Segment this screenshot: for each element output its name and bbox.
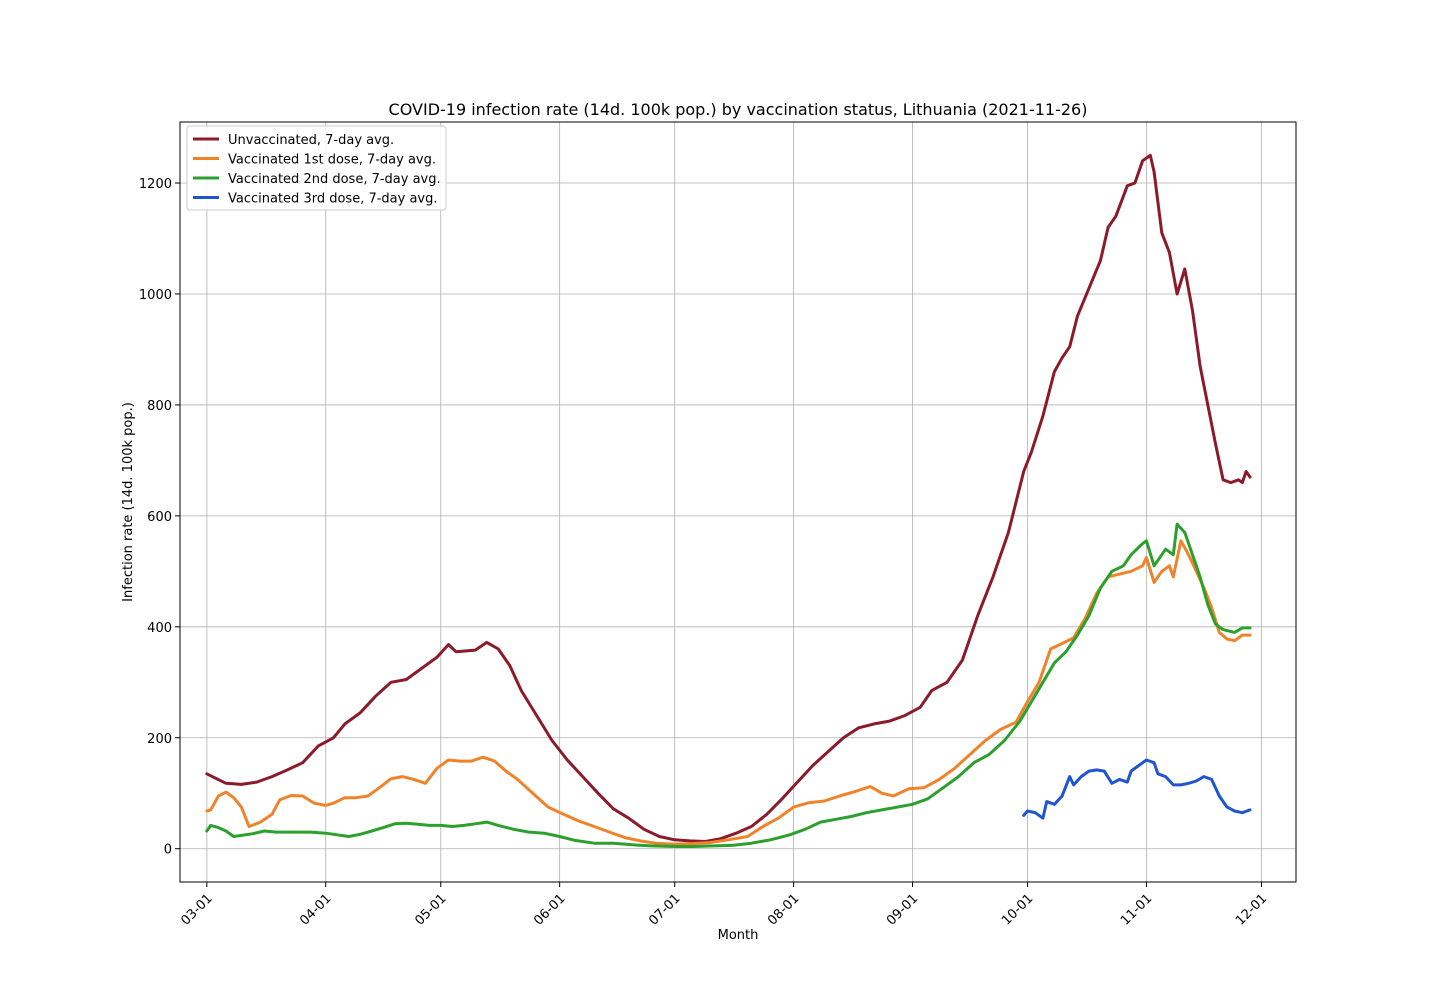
legend: Unvaccinated, 7-day avg. Vaccinated 1st d… <box>186 125 447 211</box>
series-line-1 <box>205 153 1252 843</box>
legend-label: Vaccinated 2nd dose, 7-day avg. <box>228 172 441 187</box>
y-tick-label: 1200 <box>139 177 172 192</box>
y-tick-label: 1000 <box>139 288 172 303</box>
legend-label: Vaccinated 1st dose, 7-day avg. <box>228 153 436 168</box>
legend-label: Unvaccinated, 7-day avg. <box>228 133 394 148</box>
y-tick-label: 0 <box>164 843 172 858</box>
legend-box <box>186 125 447 211</box>
y-tick-label: 200 <box>147 732 172 747</box>
y-tick-label: 600 <box>147 510 172 525</box>
y-tick-label: 800 <box>147 399 172 414</box>
grid <box>180 122 1296 882</box>
chart-title: COVID-19 infection rate (14d. 100k pop.)… <box>389 100 1088 119</box>
plot-frame <box>179 121 1297 883</box>
y-axis: 0 200 400 600 800 1000 1200 <box>139 177 180 858</box>
series-line-4 <box>1022 758 1252 820</box>
series-line-2 <box>205 539 1252 846</box>
y-axis-label: Infection rate (14d. 100k pop.) <box>121 402 136 602</box>
series-line-3 <box>205 522 1252 848</box>
legend-label: Vaccinated 3rd dose, 7-day avg. <box>228 192 438 207</box>
series-group <box>205 153 1252 848</box>
x-axis-label: Month <box>718 928 759 943</box>
y-tick-label: 400 <box>147 621 172 636</box>
